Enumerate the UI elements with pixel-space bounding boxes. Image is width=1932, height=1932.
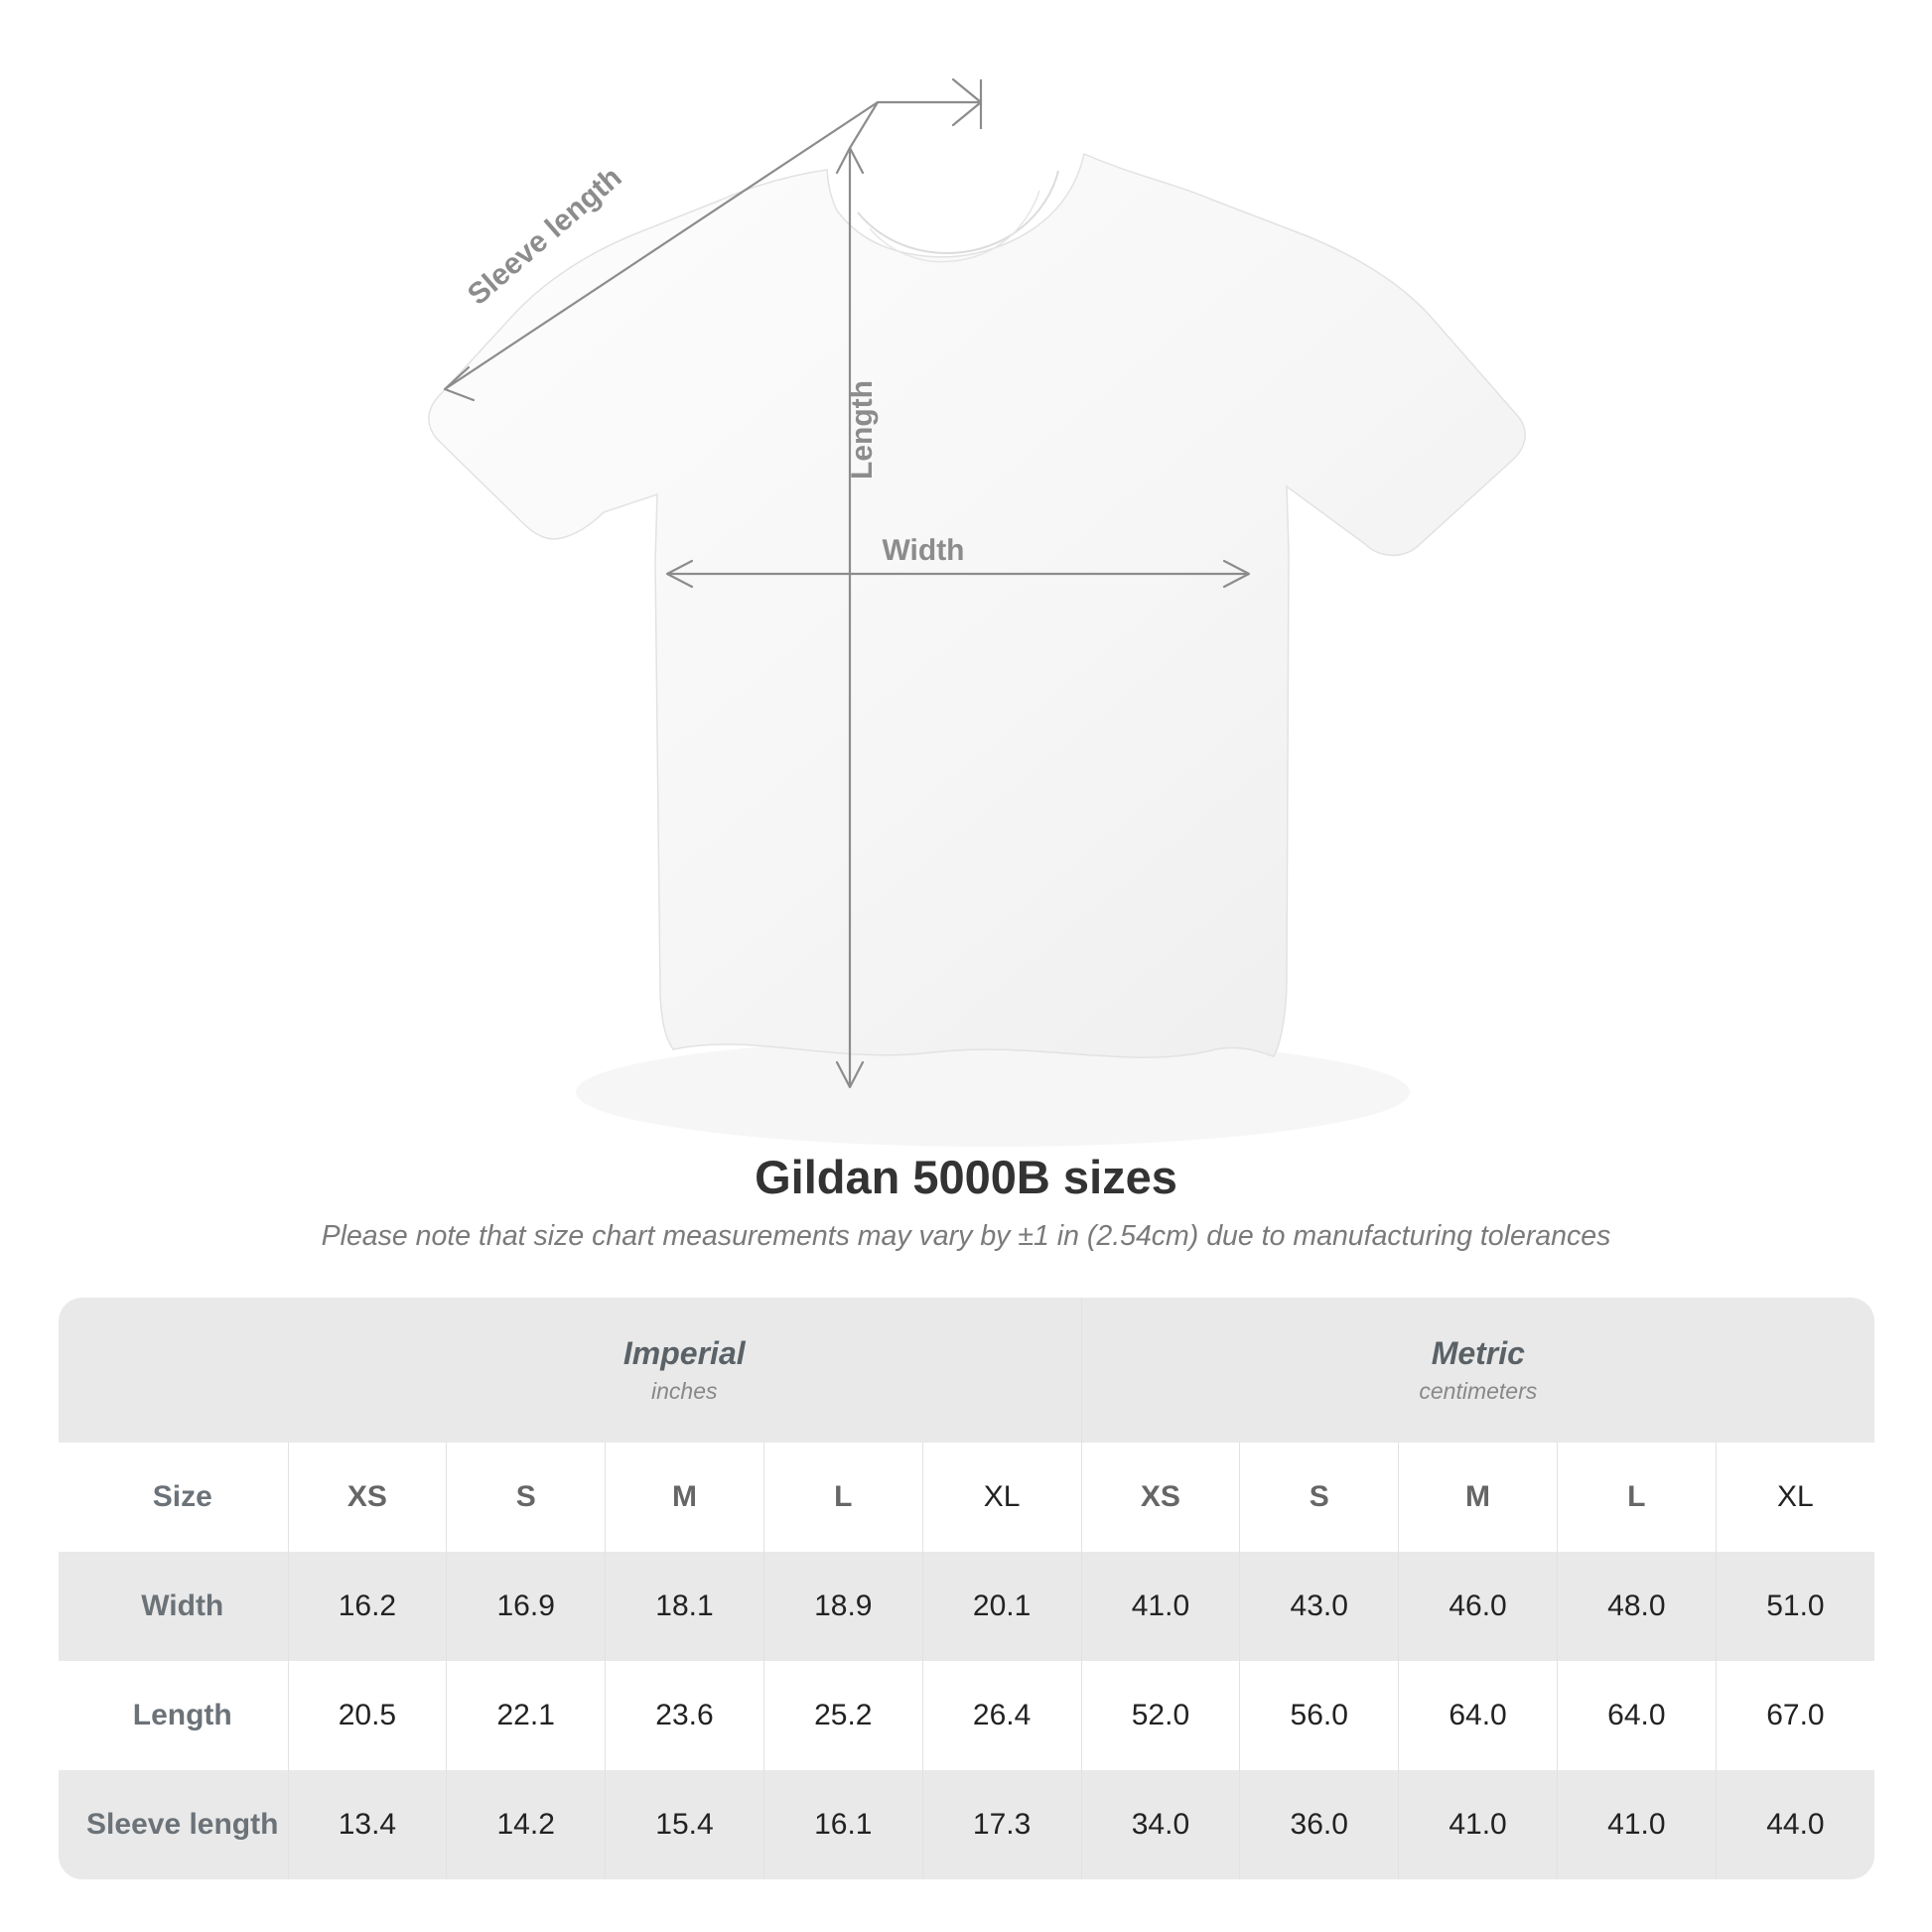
svg-text:Width: Width <box>882 534 964 567</box>
svg-text:Length: Length <box>846 380 879 480</box>
